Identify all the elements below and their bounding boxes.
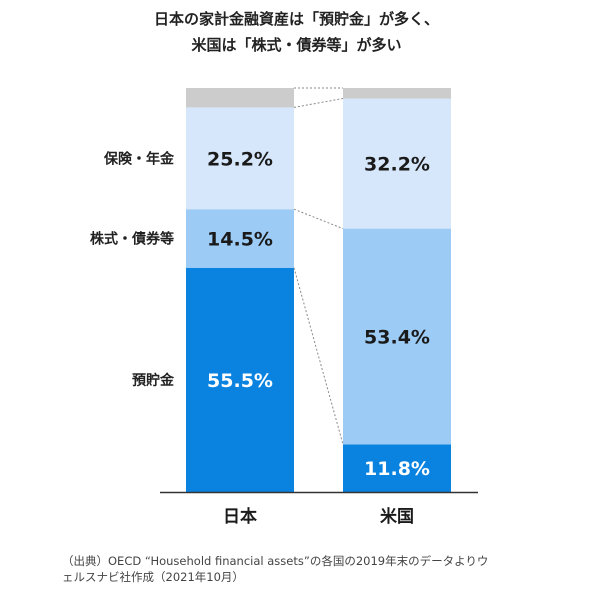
source-note-line-1: （出典）OECD “Household financial assets”の各国… (62, 554, 489, 568)
bar-segment-deposits-japan (186, 267, 294, 492)
connector-line (293, 208, 344, 230)
series-label-stocks: 株式・債券等 (90, 230, 174, 247)
bar-segment-other-usa (343, 88, 451, 99)
category-label-usa: 米国 (380, 506, 414, 527)
series-label-insurance: 保険・年金 (103, 150, 175, 167)
data-label-stocks-japan: 14.5% (207, 228, 273, 250)
bar-segment-insurance-usa (343, 98, 451, 229)
category-label-japan: 日本 (223, 506, 257, 527)
data-label-insurance-japan: 25.2% (207, 148, 273, 170)
data-label-insurance-usa: 32.2% (364, 154, 430, 176)
data-label-deposits-usa: 11.8% (364, 458, 430, 480)
chart-title: 日本の家計金融資産は「預貯金」が多く、 米国は「株式・債券等」が多い (0, 6, 593, 58)
data-label-stocks-usa: 53.4% (364, 326, 430, 348)
connector-line (293, 98, 344, 108)
source-note: （出典）OECD “Household financial assets”の各国… (62, 553, 488, 585)
bar-segment-insurance-japan (186, 107, 294, 210)
series-label-deposits: 預貯金 (132, 372, 175, 389)
source-note-line-2: ェルスナビ社作成（2021年10月） (62, 570, 244, 584)
bar-segment-other-japan (186, 88, 294, 108)
connector-line (293, 267, 344, 445)
bar-segment-stocks-usa (343, 228, 451, 445)
data-label-deposits-japan: 55.5% (207, 370, 273, 392)
chart-title-line-2: 米国は「株式・債券等」が多い (191, 36, 402, 54)
bar-segment-deposits-usa (343, 444, 451, 492)
bar-segment-stocks-japan (186, 209, 294, 268)
chart-title-line-1: 日本の家計金融資産は「預貯金」が多く、 (153, 10, 439, 28)
